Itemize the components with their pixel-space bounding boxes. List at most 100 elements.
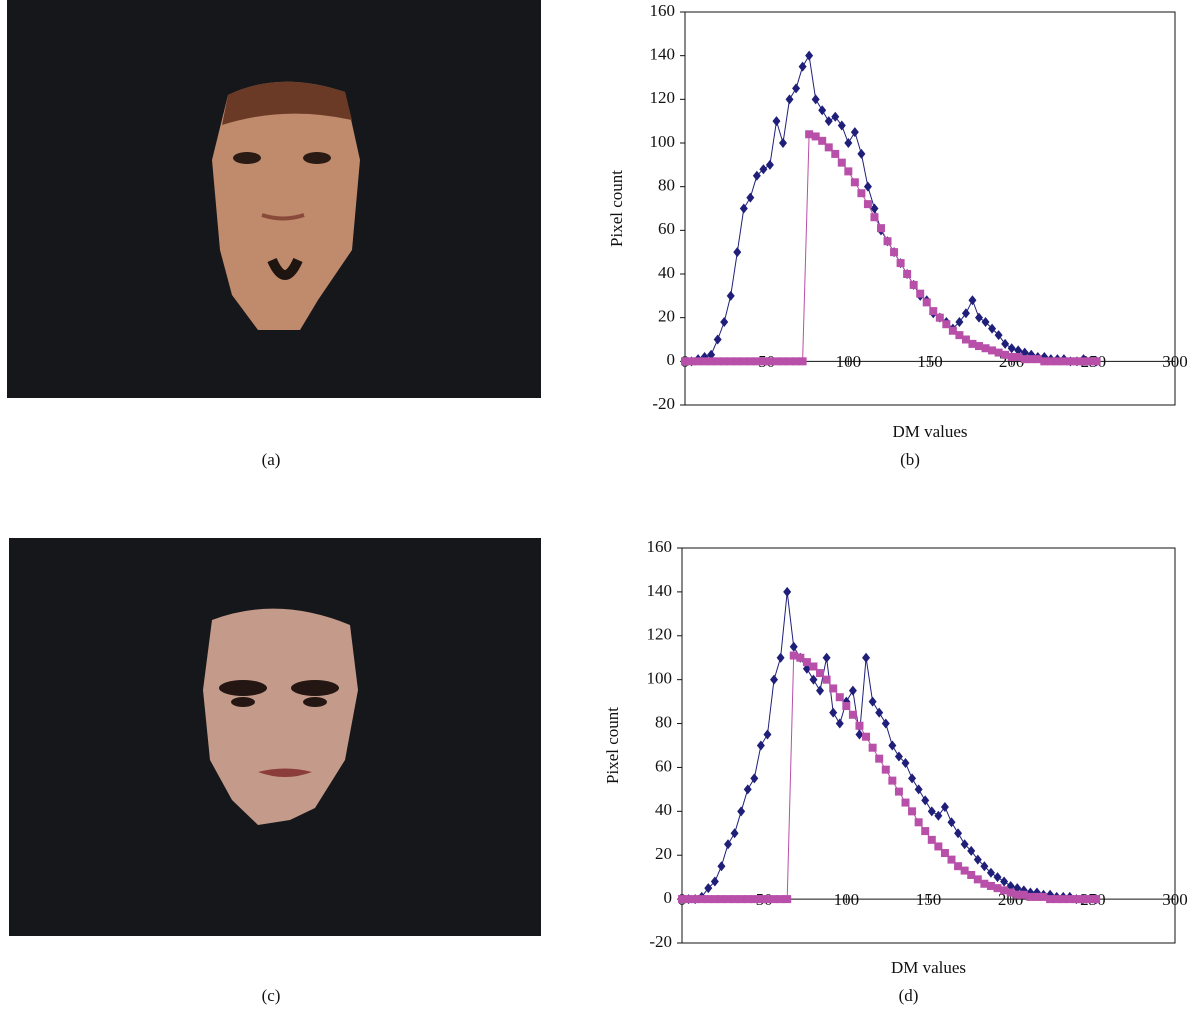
- plot-frame: [681, 547, 1176, 944]
- data-point: [1000, 876, 1009, 887]
- data-point: [901, 758, 910, 769]
- fit-point: [980, 879, 989, 888]
- fit-point: [1079, 357, 1088, 366]
- data-point: [752, 170, 761, 181]
- fit-point: [1092, 895, 1101, 904]
- x-tick-label: 150: [917, 352, 943, 371]
- data-point: [743, 784, 752, 795]
- fit-point: [927, 835, 936, 844]
- data-point: [779, 138, 787, 148]
- fit-point: [870, 213, 879, 222]
- data-point: [986, 867, 995, 878]
- data-point: [947, 817, 956, 828]
- data-point: [994, 330, 1003, 341]
- fit-point: [798, 357, 807, 366]
- fit-point: [954, 862, 963, 871]
- y-tick-label: 140: [647, 581, 673, 600]
- fit-point: [981, 344, 990, 353]
- data-point: [862, 652, 871, 663]
- fit-point: [844, 167, 853, 176]
- y-tick-label: 20: [658, 307, 675, 326]
- fit-point: [759, 357, 768, 366]
- fit-point: [901, 798, 910, 807]
- fit-point: [881, 765, 890, 774]
- data-point: [713, 334, 722, 345]
- data-point: [707, 349, 716, 360]
- fit-point: [908, 807, 917, 816]
- fit-point: [779, 357, 787, 366]
- fit-point: [855, 721, 864, 730]
- fit-point: [831, 149, 840, 158]
- fit-point: [772, 357, 781, 366]
- fit-point: [809, 662, 818, 671]
- y-tick-label: 0: [667, 350, 676, 369]
- fit-point: [789, 651, 798, 660]
- fit-point: [875, 754, 884, 763]
- fit-point: [986, 881, 995, 890]
- data-point: [737, 806, 746, 817]
- y-tick-label: 100: [647, 669, 673, 688]
- fit-point: [1059, 357, 1068, 366]
- fit-point: [1059, 895, 1068, 904]
- fit-point: [955, 331, 964, 340]
- data-point: [981, 317, 990, 328]
- data-point: [844, 138, 853, 148]
- fit-point: [1007, 352, 1016, 361]
- fit-point: [903, 270, 912, 278]
- fit-point: [811, 132, 820, 141]
- fit-point: [914, 818, 923, 827]
- fit-point: [691, 895, 700, 904]
- fit-point: [818, 136, 827, 145]
- fit-point: [802, 658, 811, 667]
- data-point: [968, 295, 977, 306]
- data-point: [940, 801, 949, 812]
- data-point: [863, 181, 872, 192]
- fit-point: [822, 675, 831, 684]
- data-point: [789, 641, 798, 652]
- data-point: [724, 839, 733, 850]
- data-point: [881, 718, 890, 729]
- y-tick-label: 160: [647, 537, 673, 556]
- fit-point: [888, 776, 897, 785]
- data-point: [792, 83, 801, 94]
- fit-point: [1072, 895, 1081, 904]
- fit-point: [678, 895, 686, 904]
- fit-point: [921, 827, 930, 836]
- fit-point: [850, 178, 859, 187]
- y-tick-label: -20: [649, 932, 672, 951]
- data-point: [870, 203, 879, 214]
- data-point: [824, 116, 833, 127]
- data-point: [835, 718, 844, 729]
- fit-point: [730, 895, 739, 904]
- fit-point: [916, 289, 925, 298]
- data-point: [710, 876, 719, 887]
- fit-point: [1078, 895, 1087, 904]
- fit-point: [922, 298, 931, 307]
- y-tick-label: 100: [650, 132, 676, 151]
- fit-point: [940, 849, 949, 858]
- data-point: [1013, 883, 1022, 894]
- data-point: [855, 729, 864, 740]
- fit-point: [877, 224, 885, 233]
- fit-point: [848, 710, 857, 719]
- fit-point: [700, 357, 709, 366]
- data-point: [733, 247, 742, 258]
- fit-point: [948, 326, 957, 335]
- fit-point: [805, 130, 814, 139]
- y-tick-label: 40: [658, 263, 675, 282]
- panel-caption: (a): [262, 450, 281, 469]
- fit-point: [1052, 895, 1061, 904]
- panel-caption: (c): [262, 986, 281, 1005]
- data-point: [739, 203, 748, 214]
- data-point: [763, 729, 772, 740]
- y-tick-label: 140: [650, 45, 676, 64]
- fit-point: [1006, 888, 1015, 897]
- fit-point: [988, 346, 997, 355]
- fit-point: [756, 895, 765, 904]
- data-point: [868, 696, 877, 707]
- fit-point: [717, 895, 726, 904]
- fit-point: [973, 875, 982, 884]
- data-point: [837, 120, 846, 131]
- fit-point: [1027, 355, 1036, 364]
- fit-point: [961, 335, 970, 344]
